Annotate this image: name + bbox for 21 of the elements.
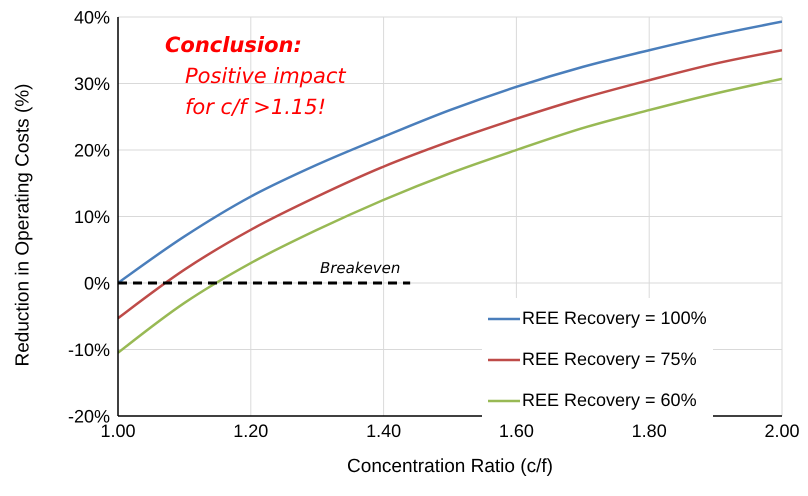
x-tick-label: 1.20 — [233, 420, 268, 441]
y-axis-title: Reduction in Operating Costs (%) — [12, 83, 34, 366]
x-tick-label: 1.40 — [366, 420, 402, 441]
annotation: Positive impact — [184, 63, 346, 90]
y-tick-label: -10% — [68, 340, 110, 360]
legend-label: REE Recovery = 75% — [522, 348, 697, 371]
y-tick-label: 20% — [74, 140, 110, 160]
series-label: Breakeven — [320, 259, 400, 277]
annotation: for c/f >1.15! — [184, 94, 328, 121]
y-tick-label: 10% — [74, 206, 110, 227]
y-tick-label: 30% — [74, 74, 110, 94]
x-tick-label: 1.60 — [498, 420, 534, 441]
annotation: Conclusion: — [165, 32, 303, 59]
legend-label: REE Recovery = 60% — [522, 389, 697, 412]
line-series — [118, 20, 782, 284]
x-tick-label: 2.00 — [764, 420, 800, 441]
y-tick-label: 0% — [84, 273, 110, 294]
x-tick-label: 1.80 — [632, 420, 667, 441]
x-axis-title: Concentration Ratio (c/f) — [347, 456, 553, 477]
y-tick-label: 40% — [74, 7, 110, 28]
legend-label: REE Recovery = 100% — [522, 307, 707, 330]
